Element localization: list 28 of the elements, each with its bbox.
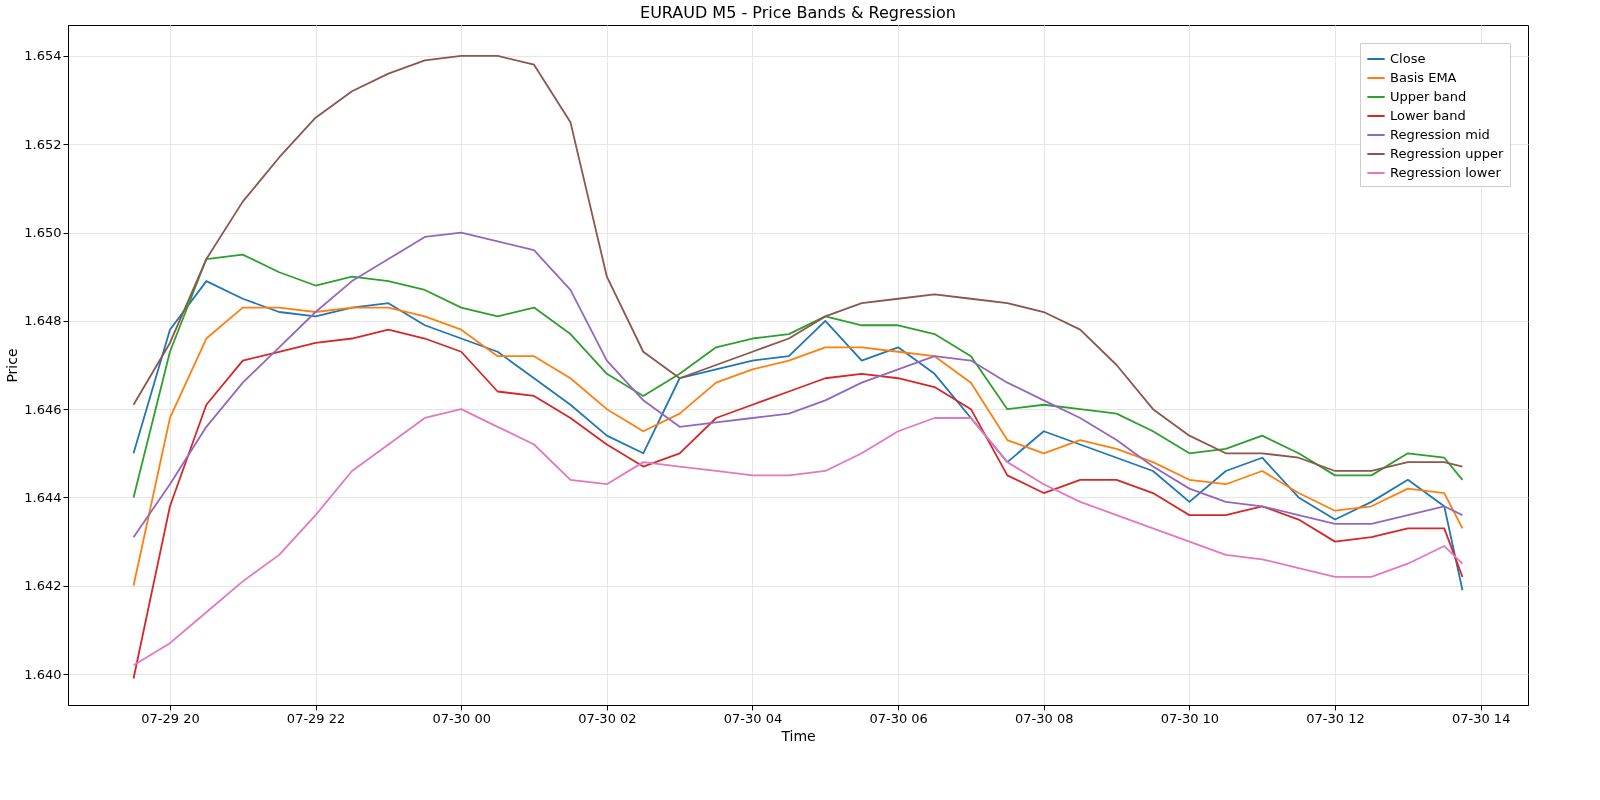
x-tick-label: 07-30 08 (1015, 710, 1074, 726)
y-tick-label: 1.646 (24, 401, 62, 417)
legend-label: Regression upper (1390, 146, 1504, 161)
y-tick-label: 1.648 (24, 313, 62, 329)
x-tick-label: 07-30 00 (432, 710, 491, 726)
x-tick-label: 07-30 02 (578, 710, 637, 726)
legend-label: Basis EMA (1390, 70, 1457, 85)
x-tick-label: 07-30 10 (1160, 710, 1220, 726)
legend-label: Lower band (1390, 108, 1466, 123)
legend-label: Close (1390, 51, 1426, 66)
x-tick-label: 07-30 14 (1451, 710, 1511, 726)
y-tick-label: 1.642 (24, 578, 62, 594)
x-tick-label: 07-29 22 (286, 710, 346, 726)
y-tick-label: 1.652 (24, 136, 62, 152)
y-tick-label: 1.654 (24, 48, 62, 64)
x-tick-label: 07-30 04 (723, 710, 783, 726)
x-axis-title: Time (780, 727, 816, 744)
x-tick-label: 07-30 06 (869, 710, 928, 726)
legend-label: Regression mid (1390, 127, 1490, 142)
chart-title: EURAUD M5 - Price Bands & Regression (640, 3, 956, 22)
y-tick-label: 1.650 (24, 225, 62, 241)
legend-label: Regression lower (1390, 165, 1502, 180)
x-tick-label: 07-29 20 (141, 710, 200, 726)
y-axis-title: Price (4, 348, 21, 383)
x-tick-label: 07-30 12 (1306, 710, 1365, 726)
y-tick-label: 1.640 (24, 666, 62, 682)
y-tick-label: 1.644 (24, 489, 62, 505)
legend-label: Upper band (1390, 89, 1467, 104)
